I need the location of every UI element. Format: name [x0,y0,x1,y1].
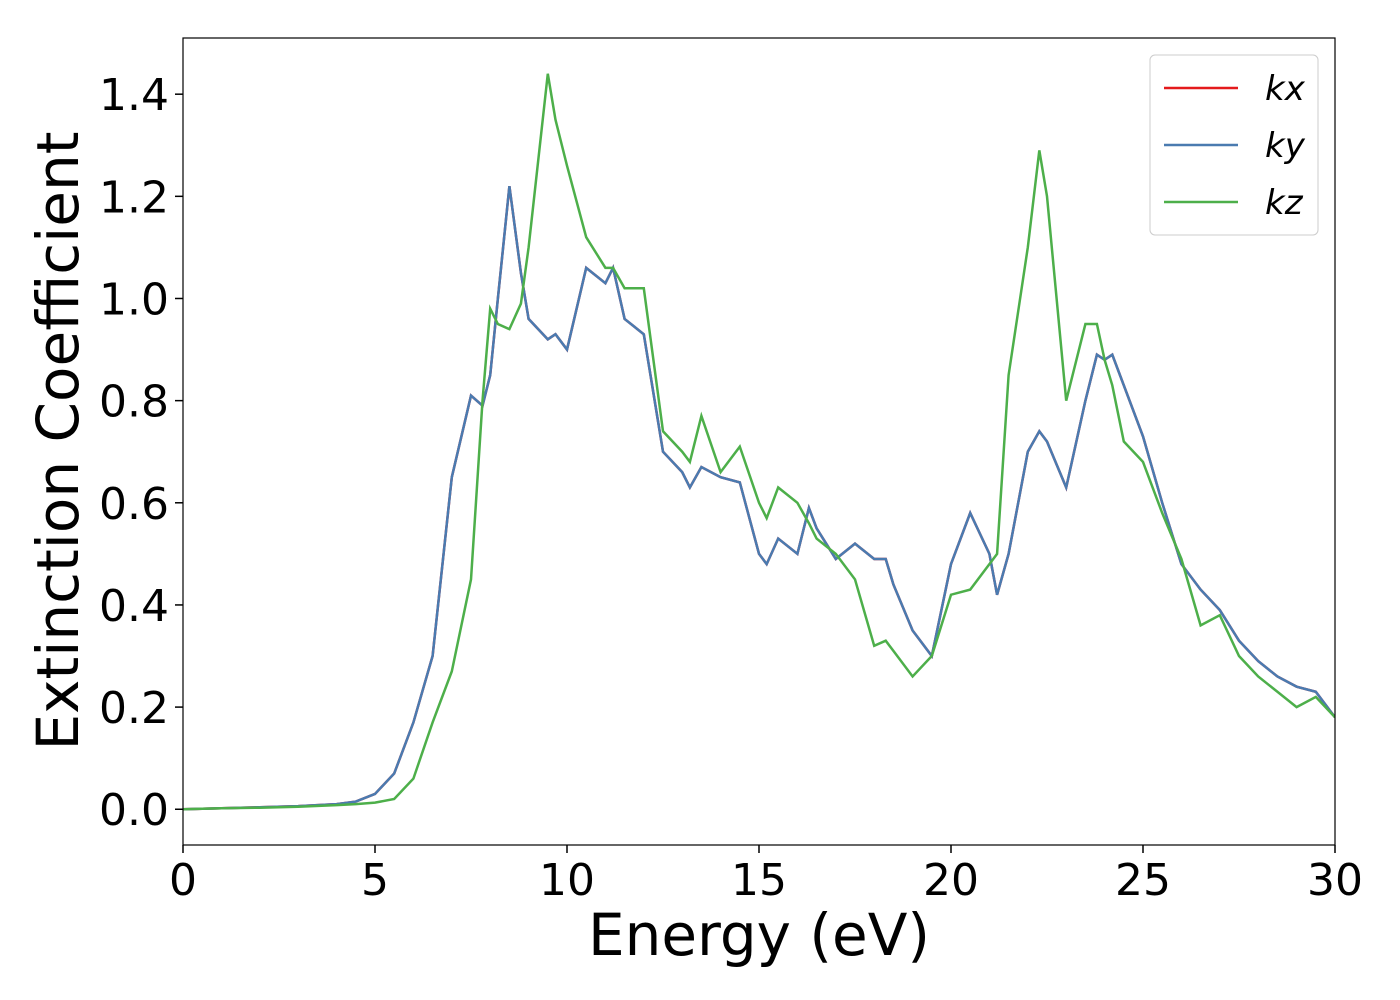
y-axis-label: Extinction Coefficient [24,132,92,751]
legend-label: kx [1265,69,1306,109]
y-tick-label: 1.4 [99,70,169,121]
series-line [183,185,1335,811]
y-tick-label: 0.2 [99,683,169,734]
x-tick-label: 25 [1115,855,1171,906]
legend-label: kz [1265,183,1304,223]
y-tick-label: 0.8 [99,377,169,428]
x-tick-label: 0 [169,855,197,906]
x-tick-label: 10 [539,855,595,906]
x-axis-label: Energy (eV) [588,901,930,969]
series-line [183,185,1335,811]
y-tick-label: 1.0 [99,274,169,325]
y-tick-label: 0.4 [99,581,169,632]
x-tick-label: 20 [923,855,979,906]
y-tick-label: 0.6 [99,479,169,530]
legend-label: ky [1265,126,1306,166]
x-tick-label: 30 [1307,855,1363,906]
y-tick-label: 0.0 [99,785,169,836]
plot-frame [182,37,1336,846]
x-tick-label: 5 [361,855,389,906]
x-tick-label: 15 [731,855,787,906]
series-line [183,73,1335,811]
y-tick-label: 1.2 [99,172,169,223]
